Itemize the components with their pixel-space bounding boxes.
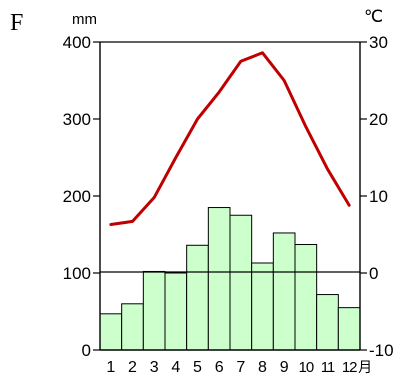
month-label: 10 xyxy=(298,359,313,376)
left-tick-label: 100 xyxy=(63,264,91,283)
precipitation-bar xyxy=(142,270,166,351)
month-label: 2 xyxy=(128,359,137,376)
right-tick-label: 10 xyxy=(369,187,388,206)
precipitation-bar xyxy=(272,232,296,351)
right-axis-unit: ℃ xyxy=(364,7,383,26)
precipitation-bar xyxy=(207,207,231,351)
left-tick-label: 400 xyxy=(63,33,91,52)
right-tick-label: 20 xyxy=(369,110,388,129)
precipitation-bar xyxy=(294,244,318,351)
right-axis-ticks: -10 0 10 20 30 xyxy=(360,33,394,360)
month-labels: 1 2 3 4 5 6 7 8 9 10 11 12 月 xyxy=(106,359,372,376)
month-label: 1 xyxy=(106,359,115,376)
left-tick-label: 0 xyxy=(82,341,91,360)
precipitation-bar xyxy=(99,313,123,351)
month-label: 6 xyxy=(215,359,224,376)
precipitation-bar xyxy=(251,262,274,351)
precipitation-bar xyxy=(121,303,144,351)
temperature-line xyxy=(109,51,351,226)
month-label: 4 xyxy=(171,359,180,376)
precipitation-bars xyxy=(99,207,361,351)
right-tick-label: 0 xyxy=(369,264,378,283)
right-tick-label: -10 xyxy=(369,341,394,360)
month-label: 3 xyxy=(150,359,159,376)
month-label: 9 xyxy=(280,359,289,376)
precipitation-bar xyxy=(229,214,253,351)
left-tick-label: 200 xyxy=(63,187,91,206)
precipitation-bar xyxy=(316,294,339,351)
panel-label: F xyxy=(10,10,23,36)
month-label: 12 xyxy=(342,359,357,376)
month-label: 8 xyxy=(258,359,267,376)
month-label: 5 xyxy=(193,359,202,376)
month-label: 11 xyxy=(321,359,335,376)
month-label: 7 xyxy=(236,359,245,376)
left-axis-ticks: 0 100 200 300 400 xyxy=(63,33,100,360)
precipitation-bar xyxy=(186,244,209,351)
right-tick-label: 30 xyxy=(369,33,388,52)
month-suffix: 月 xyxy=(358,359,372,375)
precipitation-bar xyxy=(337,307,361,351)
left-axis-unit: mm xyxy=(72,11,97,28)
left-tick-label: 300 xyxy=(63,110,91,129)
precipitation-bar xyxy=(164,272,188,351)
